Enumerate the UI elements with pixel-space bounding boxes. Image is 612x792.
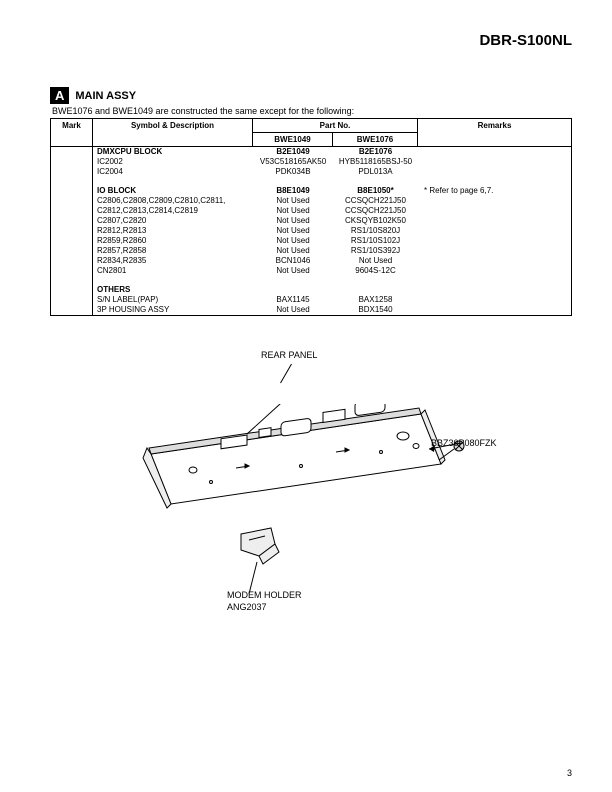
cell-symbol: R2857,R2858 (93, 246, 253, 256)
cell-p1: Not Used (253, 246, 333, 256)
block-p1: B8E1049 (253, 186, 333, 196)
table-row: IC2004PDK034BPDL013A (93, 167, 571, 177)
cell-rem (418, 196, 571, 206)
cell-p2: Not Used (333, 256, 418, 266)
th-mark: Mark (51, 119, 93, 147)
screw-leader (421, 429, 481, 459)
block-p2: B2E1076 (333, 147, 418, 157)
cell-p2: PDL013A (333, 167, 418, 177)
table-row: R2812,R2813Not UsedRS1/10S820J (93, 226, 571, 236)
table-row: C2806,C2808,C2809,C2810,C2811,Not UsedCC… (93, 196, 571, 206)
section-name: MAIN ASSY (75, 90, 136, 102)
cell-p2: BDX1540 (333, 305, 418, 315)
table-row: C2812,C2813,C2814,C2819Not UsedCCSQCH221… (93, 206, 571, 216)
th-remarks: Remarks (418, 119, 572, 147)
table-row: R2859,R2860Not UsedRS1/10S102J (93, 236, 571, 246)
cell-p2: RS1/10S392J (333, 246, 418, 256)
section-badge: A (50, 87, 69, 104)
cell-symbol: R2859,R2860 (93, 236, 253, 246)
cell-p1: Not Used (253, 236, 333, 246)
table-row: S/N LABEL(PAP)BAX1145BAX1258 (93, 295, 571, 305)
block-rem (418, 285, 571, 295)
block-header-row: DMXCPU BLOCKB2E1049B2E1076 (93, 147, 571, 157)
block-title: DMXCPU BLOCK (93, 147, 253, 157)
block-p2: B8E1050* (333, 186, 418, 196)
diagram: REAR PANEL (61, 344, 561, 644)
table-row: R2834,R2835BCN1046Not Used (93, 256, 571, 266)
cell-symbol: 3P HOUSING ASSY (93, 305, 253, 315)
th-symbol: Symbol & Description (93, 119, 253, 147)
cell-rem (418, 216, 571, 226)
cell-rem (418, 167, 571, 177)
cell-p1: Not Used (253, 196, 333, 206)
cell-rem (418, 236, 571, 246)
cell-symbol: R2812,R2813 (93, 226, 253, 236)
rear-panel-label: REAR PANEL (261, 350, 317, 360)
cell-symbol: IC2002 (93, 157, 253, 167)
cell-rem (418, 295, 571, 305)
cell-symbol: C2807,C2820 (93, 216, 253, 226)
cell-p1: PDK034B (253, 167, 333, 177)
table-row: IC2002V53C518165AK50HYB5118165BSJ-50 (93, 157, 571, 167)
table-row: C2807,C2820Not UsedCKSQYB102K50 (93, 216, 571, 226)
cell-symbol: IC2004 (93, 167, 253, 177)
block-p1 (253, 285, 333, 295)
cell-symbol: S/N LABEL(PAP) (93, 295, 253, 305)
block-p1: B2E1049 (253, 147, 333, 157)
table-row: 3P HOUSING ASSYNot UsedBDX1540 (93, 305, 571, 315)
cell-rem (418, 157, 571, 167)
cell-symbol: CN2801 (93, 266, 253, 276)
model-header: DBR-S100NL (50, 32, 572, 49)
block-p2 (333, 285, 418, 295)
cell-p2: 9604S-12C (333, 266, 418, 276)
cell-rem (418, 266, 571, 276)
cell-rem (418, 305, 571, 315)
cell-p1: BCN1046 (253, 256, 333, 266)
block-title: IO BLOCK (93, 186, 253, 196)
cell-p1: Not Used (253, 266, 333, 276)
parts-table: Mark Symbol & Description Part No. Remar… (50, 118, 572, 316)
cell-symbol: C2806,C2808,C2809,C2810,C2811, (93, 196, 253, 206)
cell-p2: CCSQCH221J50 (333, 196, 418, 206)
cell-rem (418, 246, 571, 256)
block-rem (418, 147, 571, 157)
block-rem: * Refer to page 6,7. (418, 186, 571, 196)
table-row: R2857,R2858Not UsedRS1/10S392J (93, 246, 571, 256)
cell-p2: BAX1258 (333, 295, 418, 305)
th-p2: BWE1076 (333, 133, 418, 147)
cell-p1: Not Used (253, 216, 333, 226)
cell-p2: HYB5118165BSJ-50 (333, 157, 418, 167)
modem-label-2: ANG2037 (227, 602, 267, 612)
section-title: A MAIN ASSY (50, 87, 572, 104)
cell-p2: RS1/10S820J (333, 226, 418, 236)
page-number: 3 (567, 768, 572, 778)
table-row: CN2801Not Used9604S-12C (93, 266, 571, 276)
cell-rem (418, 226, 571, 236)
table-body: DMXCPU BLOCKB2E1049B2E1076IC2002V53C5181… (93, 147, 571, 315)
cell-p1: Not Used (253, 226, 333, 236)
cell-p1: Not Used (253, 206, 333, 216)
td-mark-body (51, 147, 93, 316)
th-partno: Part No. (253, 119, 418, 133)
cell-rem (418, 206, 571, 216)
block-title: OTHERS (93, 285, 253, 295)
block-header-row: IO BLOCKB8E1049B8E1050** Refer to page 6… (93, 186, 571, 196)
cell-p2: RS1/10S102J (333, 236, 418, 246)
cell-p2: CCSQCH221J50 (333, 206, 418, 216)
cell-p1: BAX1145 (253, 295, 333, 305)
th-p1: BWE1049 (253, 133, 333, 147)
cell-p1: Not Used (253, 305, 333, 315)
cell-p1: V53C518165AK50 (253, 157, 333, 167)
section-subtitle: BWE1076 and BWE1049 are constructed the … (52, 106, 572, 116)
cell-symbol: R2834,R2835 (93, 256, 253, 266)
cell-symbol: C2812,C2813,C2814,C2819 (93, 206, 253, 216)
modem-label-1: MODEM HOLDER (227, 590, 302, 600)
block-header-row: OTHERS (93, 285, 571, 295)
cell-p2: CKSQYB102K50 (333, 216, 418, 226)
cell-rem (418, 256, 571, 266)
